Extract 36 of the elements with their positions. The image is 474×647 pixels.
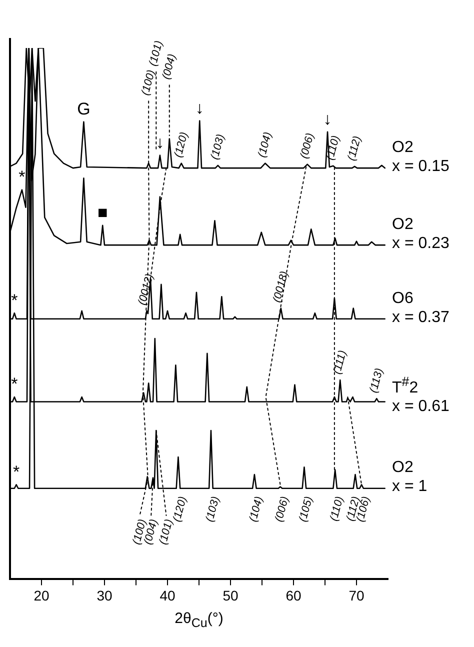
- annotation: *: [11, 290, 18, 310]
- annotation: (103): [208, 132, 228, 161]
- annotation: (103): [204, 494, 222, 524]
- annotation: (0018): [271, 270, 291, 304]
- annotation: ↓: [323, 110, 332, 129]
- series-label: O2 x = 1: [392, 458, 428, 496]
- annotation: (111): [331, 348, 350, 376]
- annotation: *: [12, 462, 20, 482]
- x-tick-label: 30: [96, 587, 112, 604]
- annotation: *: [18, 168, 26, 187]
- series-label: O6 x = 0.37: [392, 288, 450, 327]
- series-label: O2 x = 0.23: [392, 215, 450, 254]
- annotation: (006): [298, 132, 317, 160]
- annotation: *: [11, 374, 18, 394]
- x-axis-title: 2θ$_{Cu}$(°): [174, 610, 224, 630]
- annotation: (112): [346, 134, 364, 162]
- series-label: O2 x = 0.15: [392, 138, 450, 176]
- annotation: (120): [171, 494, 190, 524]
- annotation: (120): [172, 130, 191, 159]
- x-tick-label: 50: [222, 587, 238, 604]
- annotation: G: [77, 100, 90, 119]
- x-tick-label: 70: [348, 587, 364, 604]
- annotation: (105): [297, 494, 316, 524]
- x-tick-label: 60: [286, 587, 302, 604]
- annotation: (104): [247, 494, 266, 524]
- annotation: (113): [368, 366, 386, 394]
- annotation: ↓: [195, 98, 204, 118]
- annotation: ↓: [156, 132, 164, 152]
- annotation: (100): [140, 68, 158, 97]
- annotation: (110): [328, 494, 346, 522]
- series-label: T$^{#}$2 x = 0.61: [392, 372, 450, 416]
- annotation: (006): [273, 494, 292, 524]
- x-tick-label: 40: [160, 587, 176, 604]
- x-tick-label: 20: [34, 587, 50, 604]
- annotation: ■: [97, 203, 108, 222]
- annotation: (104): [256, 130, 274, 159]
